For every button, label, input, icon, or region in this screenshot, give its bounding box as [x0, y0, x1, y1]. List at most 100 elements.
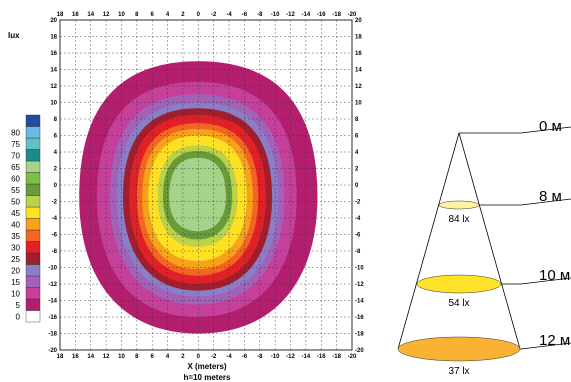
x-tick-label-bottom: 14 — [87, 354, 94, 360]
x-tick-label-top: -18 — [332, 12, 341, 18]
legend-swatch — [25, 195, 41, 208]
y-tick-label-right: -4 — [355, 216, 361, 222]
x-tick-label-bottom: 10 — [118, 354, 125, 360]
x-tick-label-top: 2 — [181, 12, 185, 18]
light-spot — [438, 200, 480, 210]
legend-label: 70 — [11, 151, 20, 160]
height-subtitle: h=10 meters — [184, 373, 231, 382]
legend-swatch — [25, 264, 41, 277]
y-tick-label-right: -14 — [355, 299, 364, 305]
legend-label: 50 — [11, 197, 20, 206]
legend-swatch — [25, 126, 41, 139]
illuminance-plot: 181816161414121210108866442200-2-2-4-4-6… — [48, 12, 364, 382]
y-tick-label-right: 16 — [355, 51, 362, 57]
legend-swatch — [25, 149, 41, 162]
x-tick-label-bottom: 18 — [57, 354, 64, 360]
y-tick-label-left: -10 — [48, 266, 57, 272]
legend-label: 25 — [11, 255, 20, 264]
light-spot — [397, 336, 521, 362]
y-tick-label-left: 4 — [54, 150, 58, 156]
x-tick-label-top: -6 — [242, 12, 248, 18]
legend-title: lux — [8, 31, 20, 40]
x-tick-label-bottom: -20 — [348, 354, 357, 360]
height-label: 10 м — [539, 267, 570, 284]
y-tick-label-left: 2 — [54, 167, 58, 173]
x-tick-label-bottom: -12 — [286, 354, 295, 360]
x-tick-label-top: 6 — [151, 12, 155, 18]
legend-label: 30 — [11, 243, 20, 252]
x-tick-label-top: 14 — [87, 12, 94, 18]
x-tick-label-bottom: -16 — [317, 354, 326, 360]
x-tick-label-bottom: -8 — [257, 354, 263, 360]
y-tick-label-left: 20 — [50, 18, 57, 24]
y-tick-label-right: 12 — [355, 84, 362, 90]
y-tick-label-right: -16 — [355, 315, 364, 321]
legend-swatch — [25, 287, 41, 300]
legend-label: 15 — [11, 278, 20, 287]
x-tick-label-top: -2 — [211, 12, 217, 18]
y-tick-label-left: -20 — [48, 348, 57, 354]
legend-swatch — [25, 218, 41, 231]
legend-label: 55 — [11, 186, 20, 195]
y-tick-label-left: 0 — [54, 183, 58, 189]
lux-value-label: 54 lx — [448, 298, 469, 309]
y-tick-label-left: 12 — [50, 84, 57, 90]
x-tick-label-top: -16 — [317, 12, 326, 18]
y-tick-label-right: 14 — [355, 68, 362, 74]
y-tick-label-right: -2 — [355, 200, 361, 206]
x-tick-label-bottom: -18 — [332, 354, 341, 360]
y-tick-label-right: 18 — [355, 35, 362, 41]
legend-swatch — [25, 252, 41, 265]
y-tick-label-left: 10 — [50, 101, 57, 107]
x-tick-label-top: -4 — [226, 12, 232, 18]
axis-ticks: 181816161414121210108866442200-2-2-4-4-6… — [48, 12, 364, 360]
x-tick-label-bottom: 4 — [166, 354, 170, 360]
x-tick-label-bottom: 8 — [135, 354, 139, 360]
x-tick-label-bottom: 16 — [72, 354, 79, 360]
contour-layers — [79, 61, 318, 334]
cone-edge-right — [458, 132, 521, 350]
y-tick-label-left: -14 — [48, 299, 57, 305]
contour-band — [169, 157, 226, 232]
y-tick-label-right: -20 — [355, 348, 364, 354]
x-tick-label-bottom: -2 — [211, 354, 217, 360]
y-tick-label-left: -8 — [52, 249, 58, 255]
x-tick-label-top: -20 — [348, 12, 357, 18]
y-tick-label-right: 4 — [355, 150, 359, 156]
x-axis-label: X (meters) — [187, 362, 226, 371]
x-tick-label-top: 12 — [103, 12, 110, 18]
legend-swatch — [25, 229, 41, 242]
height-label: 8 м — [539, 188, 562, 205]
legend-swatch — [25, 310, 41, 323]
y-tick-label-right: 20 — [355, 18, 362, 24]
y-tick-label-left: 18 — [50, 35, 57, 41]
y-tick-label-left: -12 — [48, 282, 57, 288]
legend-swatch — [25, 172, 41, 185]
x-tick-label-bottom: -6 — [242, 354, 248, 360]
x-tick-label-top: -12 — [286, 12, 295, 18]
x-tick-label-top: 0 — [197, 12, 201, 18]
y-tick-label-left: -6 — [52, 233, 58, 239]
legend-swatch — [25, 183, 41, 196]
y-tick-label-left: -2 — [52, 200, 58, 206]
cone-edge-left — [397, 132, 460, 350]
x-tick-label-top: -10 — [271, 12, 280, 18]
x-tick-label-top: 16 — [72, 12, 79, 18]
y-tick-label-right: 0 — [355, 183, 359, 189]
y-tick-label-left: 16 — [50, 51, 57, 57]
legend-swatch — [25, 275, 41, 288]
y-tick-label-left: 6 — [54, 134, 58, 140]
x-tick-label-top: 10 — [118, 12, 125, 18]
height-marker-tail — [520, 126, 571, 134]
legend-swatch — [25, 298, 41, 311]
height-label: 12 м — [539, 332, 570, 349]
x-tick-label-top: 4 — [166, 12, 170, 18]
y-tick-label-left: 8 — [54, 117, 58, 123]
y-tick-label-right: -8 — [355, 249, 361, 255]
legend-label: 40 — [11, 220, 20, 229]
x-tick-label-bottom: 12 — [103, 354, 110, 360]
y-tick-label-right: -6 — [355, 233, 361, 239]
y-tick-label-left: -4 — [52, 216, 58, 222]
y-tick-label-left: -16 — [48, 315, 57, 321]
